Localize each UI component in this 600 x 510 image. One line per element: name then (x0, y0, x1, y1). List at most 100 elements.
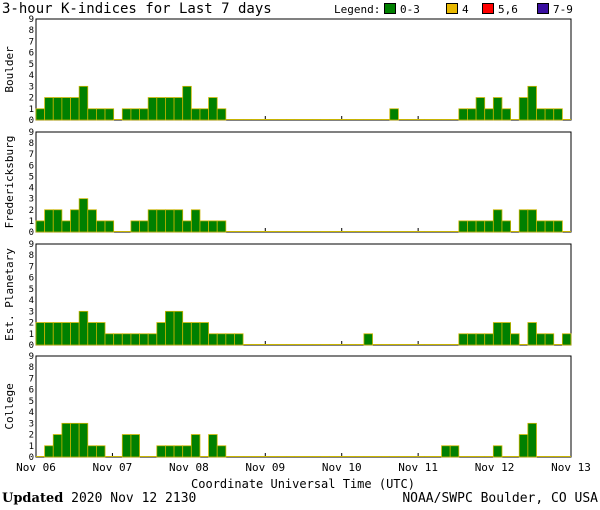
k-index-bar (467, 333, 477, 346)
k-index-bar (389, 108, 399, 121)
k-index-bar (70, 322, 80, 346)
k-index-bar (467, 220, 477, 233)
k-index-bar (467, 108, 477, 121)
y-tick-label: 0 (29, 116, 34, 126)
k-index-bar (510, 333, 520, 346)
k-index-bar (484, 108, 494, 121)
k-index-bar (173, 310, 184, 346)
x-tick-label: Nov 13 (551, 461, 591, 474)
y-tick-label: 6 (29, 386, 34, 396)
legend-swatch (482, 3, 494, 14)
k-index-bar (484, 220, 494, 233)
k-index-bar (182, 322, 192, 346)
k-index-bar (173, 209, 184, 233)
panel-frame (35, 243, 572, 346)
y-tick-label: 0 (29, 228, 34, 238)
station-label: Fredericksburg (3, 136, 16, 229)
k-index-bar (156, 445, 166, 458)
k-index-bar (475, 333, 486, 346)
k-index-bar (130, 220, 140, 233)
k-index-bar (492, 445, 503, 458)
k-index-bar (449, 445, 460, 458)
k-index-bar (216, 445, 227, 458)
x-tick-label: Nov 09 (245, 461, 285, 474)
k-index-bar (225, 333, 235, 346)
k-index-bar (173, 97, 184, 121)
k-index-bar (156, 322, 166, 346)
y-tick-label: 3 (29, 307, 34, 317)
k-index-bar (130, 333, 140, 346)
k-index-bar (44, 209, 54, 233)
legend-swatch (537, 3, 549, 14)
legend-item-text: 5,6 (498, 3, 518, 16)
y-tick-label: 5 (29, 172, 34, 182)
k-index-bar (458, 108, 468, 121)
y-tick-label: 6 (29, 49, 34, 59)
k-index-bar (87, 108, 97, 121)
y-tick-label: 7 (29, 374, 34, 384)
k-index-bar (44, 445, 54, 458)
k-index-bar (78, 422, 89, 458)
k-index-bar (139, 220, 149, 233)
k-index-bar (199, 220, 209, 233)
k-index-bar (441, 445, 451, 458)
x-tick-label: Nov 12 (475, 461, 515, 474)
k-index-bar (527, 85, 537, 121)
k-index-bar (139, 333, 149, 346)
k-index-bar (492, 209, 503, 233)
k-index-bar (208, 333, 218, 346)
k-index-bar (104, 108, 115, 121)
legend-swatch (384, 3, 396, 14)
k-index-bar (536, 108, 546, 121)
data-source: NOAA/SWPC Boulder, CO USA (402, 491, 598, 506)
k-index-bar (475, 220, 486, 233)
y-tick-label: 8 (29, 139, 34, 149)
panel-frame (35, 355, 572, 458)
y-tick-label: 4 (29, 184, 34, 194)
k-index-bar (199, 108, 209, 121)
k-index-bar (96, 322, 106, 346)
k-index-bar (78, 198, 89, 233)
updated-timestamp: Updated 2020 Nov 12 2130 (2, 491, 196, 507)
k-index-bar (199, 322, 209, 346)
x-tick-label: Nov 10 (322, 461, 362, 474)
k-index-bar (61, 220, 71, 233)
k-index-bar (208, 434, 218, 458)
k-index-bar (475, 97, 486, 121)
y-tick-label: 9 (29, 128, 34, 138)
k-index-bar (234, 333, 244, 346)
y-tick-label: 8 (29, 26, 34, 36)
k-index-bar (113, 333, 123, 346)
k-index-bar (78, 85, 89, 121)
k-index-bar (61, 97, 71, 121)
y-tick-label: 1 (29, 105, 34, 115)
k-index-bar (52, 97, 63, 121)
k-index-bar (96, 445, 106, 458)
k-index-bar (190, 108, 201, 121)
panel-frame (35, 18, 572, 121)
station-label: College (3, 383, 16, 429)
k-index-bar (492, 97, 503, 121)
k-index-bar (139, 108, 149, 121)
k-index-bar (182, 220, 192, 233)
station-label: Boulder (3, 46, 16, 93)
k-index-bar (544, 108, 555, 121)
k-index-bar (527, 322, 537, 346)
k-index-bar (458, 333, 468, 346)
legend-item-4: 4 (446, 3, 469, 17)
k-index-bar (52, 209, 63, 233)
k-index-bar (190, 209, 201, 233)
y-tick-label: 2 (29, 94, 34, 104)
k-index-bar (121, 434, 132, 458)
y-tick-label: 4 (29, 296, 34, 306)
k-index-bar (52, 322, 63, 346)
legend-item-5-6: 5,6 (482, 3, 518, 17)
k-index-bar (518, 97, 529, 121)
k-index-bar (518, 434, 529, 458)
y-tick-label: 1 (29, 442, 34, 452)
y-tick-label: 5 (29, 60, 34, 70)
